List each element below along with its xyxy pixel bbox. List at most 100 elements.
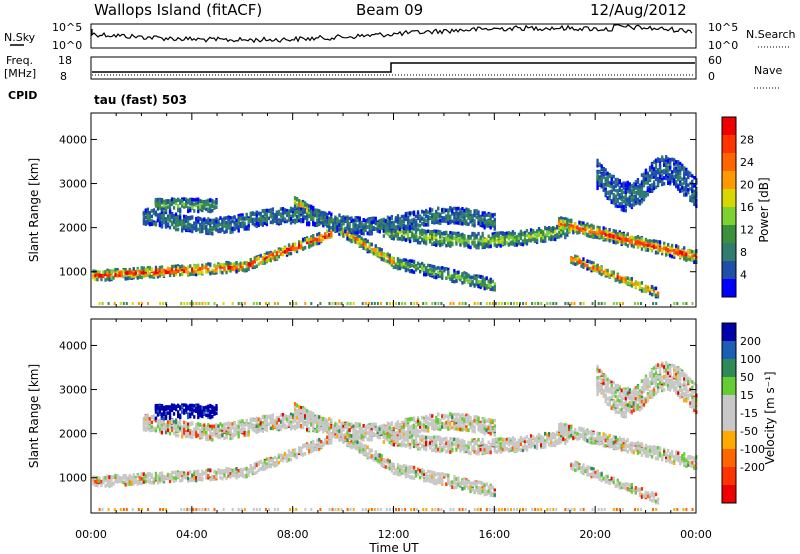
power-cell <box>425 214 428 219</box>
power-cell <box>485 219 488 223</box>
power-cell <box>471 216 474 220</box>
power-cell <box>533 232 537 237</box>
power-cell <box>187 216 190 221</box>
power-cell <box>320 212 323 216</box>
power-cell <box>494 302 497 305</box>
power-cell <box>160 217 164 221</box>
power-cell <box>523 233 527 238</box>
power-cell <box>676 302 679 305</box>
power-cell <box>469 213 472 218</box>
power-cell <box>485 276 488 281</box>
power-cell <box>638 244 642 248</box>
velocity-cell <box>154 407 158 412</box>
power-cell <box>235 269 238 274</box>
velocity-cell <box>160 478 164 483</box>
power-cell <box>207 269 210 274</box>
power-cell <box>277 212 281 216</box>
power-cell <box>423 217 426 221</box>
power-cell <box>481 234 484 238</box>
power-cell <box>312 242 315 247</box>
power-cell <box>693 258 696 262</box>
power-cell <box>449 274 452 279</box>
power-cell <box>673 302 676 305</box>
power-cell <box>382 252 385 256</box>
power-cell <box>665 174 668 178</box>
power-cell <box>612 274 615 279</box>
power-cell <box>544 233 547 237</box>
power-cell <box>209 209 212 214</box>
power-cell <box>289 302 292 305</box>
power-cell <box>558 226 561 231</box>
power-cell <box>457 214 460 219</box>
power-cell <box>431 208 434 212</box>
power-cell <box>582 229 585 234</box>
power-cell <box>447 212 450 217</box>
power-cell <box>632 202 635 207</box>
power-cell <box>128 274 131 278</box>
power-cell <box>669 165 672 170</box>
power-cell <box>416 239 420 243</box>
power-cell <box>487 279 490 283</box>
power-cell <box>425 241 428 246</box>
power-cell <box>616 275 619 279</box>
power-cell <box>572 230 575 234</box>
power-cell <box>416 227 420 231</box>
power-cell <box>293 204 297 209</box>
power-cell <box>374 219 377 223</box>
power-cell <box>648 291 652 296</box>
velocity-cell <box>148 478 151 482</box>
power-cell <box>471 219 474 223</box>
power-cell <box>263 218 266 222</box>
power-cell <box>147 302 149 305</box>
power-cell <box>172 219 176 223</box>
power-cell <box>239 264 242 269</box>
power-cell <box>326 229 329 234</box>
power-cell <box>259 261 262 265</box>
power-cell <box>372 251 375 256</box>
power-cell <box>638 194 642 199</box>
power-cell <box>419 223 422 228</box>
power-cell <box>342 227 345 232</box>
power-cell <box>199 222 202 227</box>
power-cell <box>354 216 357 220</box>
velocity-cell <box>146 425 149 430</box>
power-cell <box>237 225 240 229</box>
power-cell <box>671 248 674 252</box>
power-cell <box>223 219 226 224</box>
power-cell <box>368 226 371 230</box>
power-cell <box>689 195 692 199</box>
power-cell <box>463 236 466 241</box>
power-cell <box>385 302 388 305</box>
power-cell <box>172 199 176 204</box>
power-cell <box>166 222 170 226</box>
power-cell <box>679 188 682 193</box>
power-cell <box>275 218 279 223</box>
power-cell <box>437 274 440 278</box>
power-cell <box>685 258 688 262</box>
power-cell <box>564 223 567 227</box>
power-cell <box>602 167 605 172</box>
power-cell <box>412 224 416 228</box>
power-cell <box>394 265 398 269</box>
power-cell <box>406 218 410 222</box>
power-cell <box>275 221 279 225</box>
power-cell <box>364 228 367 232</box>
power-cell <box>658 240 662 244</box>
power-cell <box>610 270 613 275</box>
power-cell <box>646 248 650 252</box>
power-cell <box>464 302 467 305</box>
power-cell <box>207 221 210 226</box>
power-cell <box>475 210 478 214</box>
power-cell <box>298 243 301 247</box>
power-cell <box>443 239 446 243</box>
power-cell <box>479 235 482 240</box>
power-cell <box>673 162 676 166</box>
power-cell <box>374 252 377 256</box>
power-cell <box>499 235 502 240</box>
power-cell <box>681 186 684 190</box>
power-cell <box>337 302 340 305</box>
power-cell <box>412 236 416 240</box>
power-cell <box>134 269 137 274</box>
power-cell <box>513 302 515 305</box>
power-cell <box>665 249 668 254</box>
